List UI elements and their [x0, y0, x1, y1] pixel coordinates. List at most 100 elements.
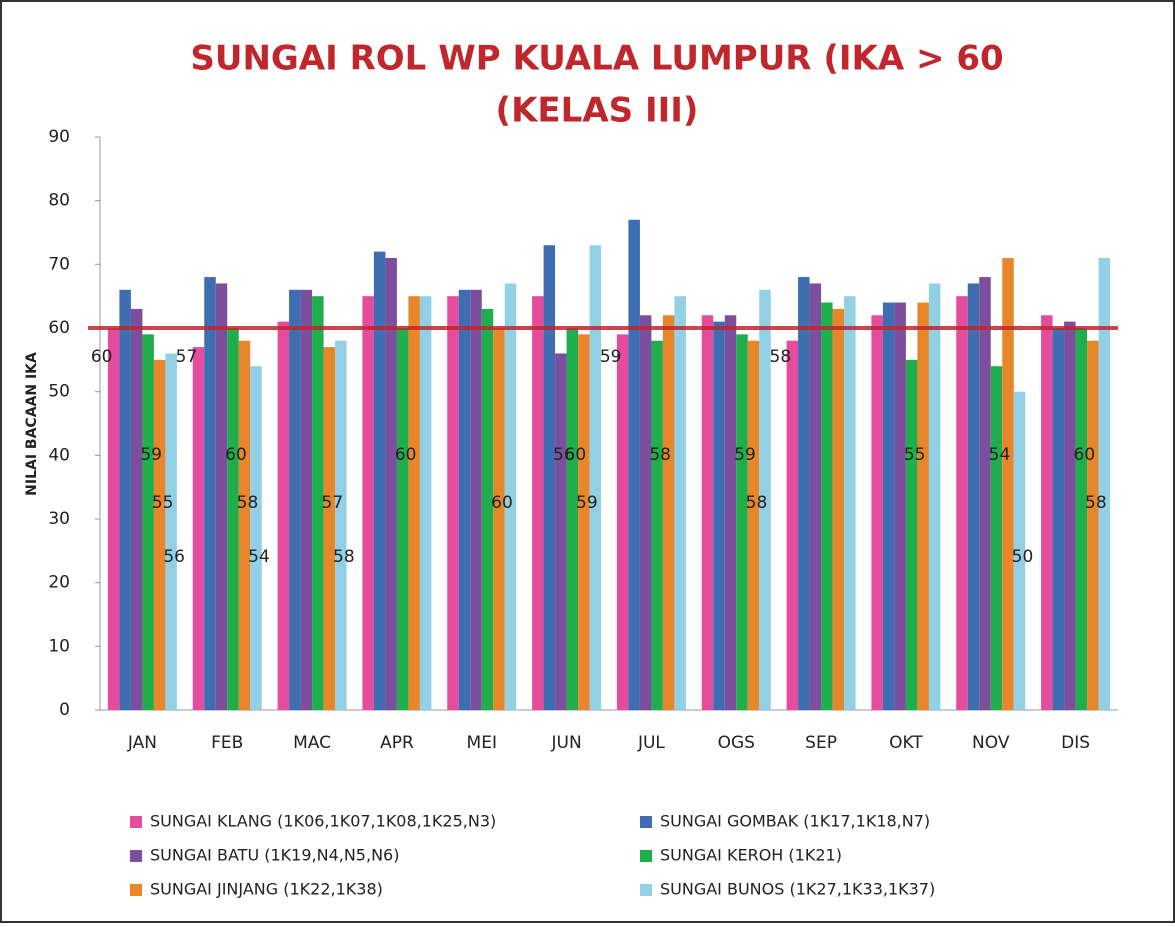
bar [215, 283, 228, 710]
legend-text: SUNGAI JINJANG (1K22,1K38) [150, 880, 383, 899]
data-label: 58 [649, 445, 671, 465]
bar [713, 321, 725, 710]
bar [894, 302, 906, 710]
data-label: 57 [322, 493, 344, 513]
bar [312, 296, 324, 710]
y-tick-label: 60 [48, 318, 70, 338]
bar [651, 340, 663, 710]
data-label: 58 [746, 493, 768, 513]
x-tick-label: MEI [467, 733, 497, 753]
y-tick-label: 40 [48, 445, 70, 465]
bar [323, 347, 336, 710]
bar [107, 328, 120, 710]
bar [809, 283, 822, 710]
bar [674, 296, 686, 710]
data-label: 60 [395, 445, 417, 465]
x-tick-label: MAC [293, 733, 331, 753]
bar [204, 277, 216, 710]
bar [470, 289, 482, 710]
bar [532, 296, 544, 710]
bar [979, 277, 991, 710]
data-label: 57 [176, 347, 198, 367]
legend-swatch [130, 884, 142, 896]
bar [447, 296, 459, 710]
x-tick-label: APR [380, 733, 414, 753]
y-axis-title: NILAI BACAAN IKA [24, 352, 40, 496]
data-label: 56 [163, 547, 185, 567]
y-tick-label: 20 [48, 573, 70, 593]
bar [786, 340, 799, 710]
bar [844, 296, 856, 710]
bar [1052, 328, 1065, 710]
data-label: 58 [237, 493, 259, 513]
y-tick-label: 90 [48, 127, 70, 147]
x-tick-label: OGS [718, 733, 755, 753]
x-tick-label: NOV [972, 733, 1010, 753]
bar [639, 315, 652, 710]
data-label: 60 [491, 493, 513, 513]
y-tick-label: 80 [48, 191, 70, 211]
bar [917, 302, 929, 710]
data-label: 60 [565, 445, 587, 465]
y-tick-label: 10 [48, 636, 70, 656]
bar [227, 328, 239, 710]
data-label: 58 [770, 347, 792, 367]
legend-swatch [640, 816, 652, 828]
bar [616, 334, 629, 710]
bar [578, 334, 590, 710]
legend-text: SUNGAI KEROH (1K21) [660, 846, 842, 865]
data-label: 58 [333, 547, 355, 567]
y-tick-label: 30 [48, 509, 70, 529]
bar [967, 283, 980, 710]
y-tick-label: 50 [48, 382, 70, 402]
bar [882, 302, 895, 710]
x-tick-label: DIS [1061, 733, 1090, 753]
data-label: 58 [1085, 493, 1107, 513]
bar [724, 315, 737, 710]
bar [759, 289, 771, 710]
bar [628, 219, 640, 710]
x-tick-label: JUN [550, 733, 581, 753]
data-label: 59 [140, 445, 162, 465]
bar [396, 328, 409, 710]
bar [821, 302, 833, 710]
bar [701, 315, 714, 710]
bar [798, 277, 810, 710]
bar [1013, 391, 1026, 710]
bar [566, 328, 579, 710]
y-tick-label: 70 [48, 254, 70, 274]
legend-text: SUNGAI BATU (1K19,N4,N5,N6) [150, 846, 399, 865]
data-label: 60 [1074, 445, 1096, 465]
data-label: 60 [91, 347, 113, 367]
bar [832, 308, 845, 710]
bar [277, 321, 290, 710]
bar [871, 315, 883, 710]
bar [289, 289, 301, 710]
bar [165, 353, 177, 710]
bar [130, 308, 143, 710]
data-label: 54 [989, 445, 1011, 465]
bar [662, 315, 675, 710]
bar [956, 296, 968, 710]
bar [504, 283, 517, 710]
data-label: 59 [576, 493, 598, 513]
bar [747, 340, 760, 710]
chart-title: SUNGAI ROL WP KUALA LUMPUR (IKA > 60 [190, 39, 1003, 79]
bar [142, 334, 154, 710]
bar [905, 359, 918, 710]
bar [250, 366, 262, 710]
bar [493, 328, 505, 710]
data-label: 55 [904, 445, 926, 465]
bar [385, 257, 397, 710]
x-tick-label: JAN [127, 733, 157, 753]
bar [119, 289, 131, 710]
bar [1087, 340, 1099, 710]
data-label: 54 [248, 547, 270, 567]
data-label: 59 [600, 347, 622, 367]
bar [928, 283, 941, 710]
legend-swatch [640, 884, 652, 896]
bar [408, 296, 420, 710]
bar [589, 245, 602, 710]
legend-text: SUNGAI GOMBAK (1K17,1K18,N7) [660, 812, 930, 831]
